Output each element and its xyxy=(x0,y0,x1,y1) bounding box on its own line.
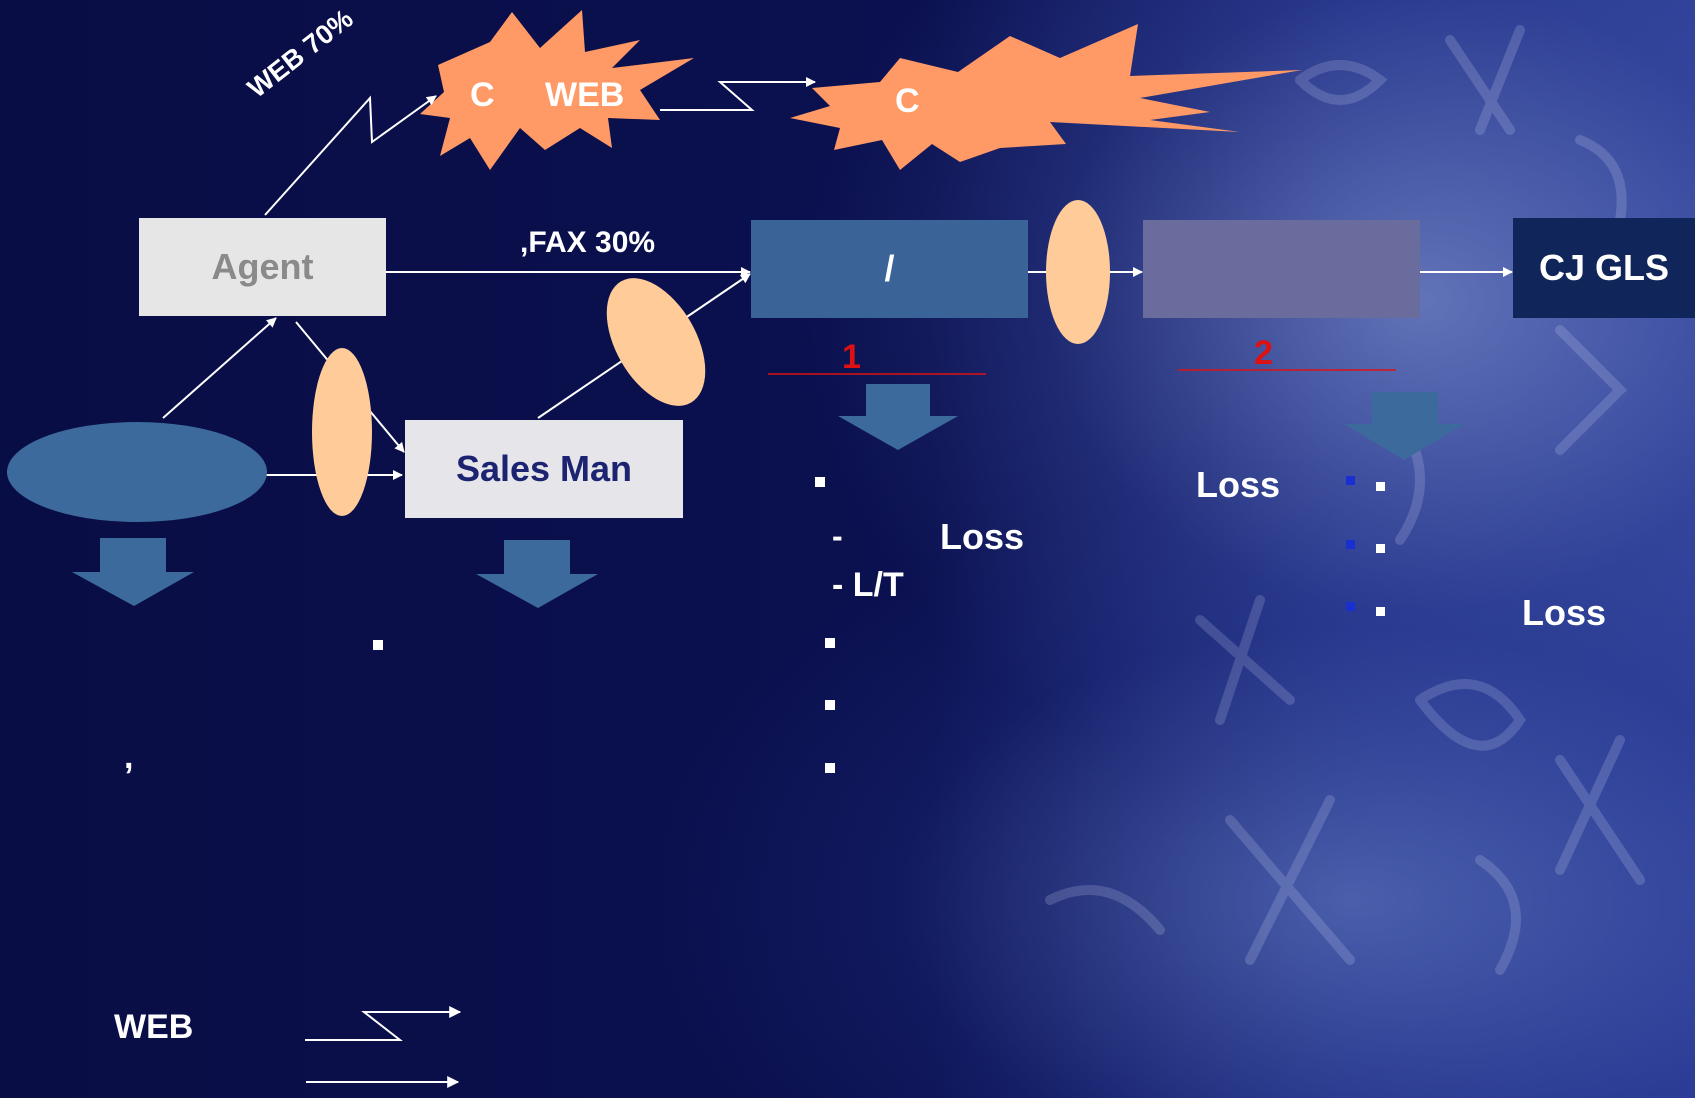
process-1-node: / xyxy=(751,220,1028,318)
sales-man-node: Sales Man xyxy=(405,420,683,518)
col1-loss: Loss xyxy=(940,516,1025,557)
col2-loss-left: Loss xyxy=(1196,464,1281,505)
peach-ellipse-middle xyxy=(606,278,706,406)
legend-web-label: WEB xyxy=(114,1008,194,1046)
legend-zigzag-arrow xyxy=(305,1006,462,1041)
ellipse-to-agent-arrow xyxy=(162,317,277,419)
web-burst-web: WEB xyxy=(545,76,625,114)
col2-loss-right: Loss xyxy=(1522,592,1607,633)
left-comma: , xyxy=(124,738,134,776)
peach-ellipse-left xyxy=(312,348,372,516)
down-arrow-step-1 xyxy=(838,384,958,450)
peach-ellipse-right xyxy=(1046,200,1110,344)
col1-bullet-2 xyxy=(825,638,835,648)
background-texture xyxy=(1045,25,1645,975)
process-2-node xyxy=(1143,220,1420,318)
col2-bullet-3 xyxy=(1376,607,1385,616)
web-share-arrow xyxy=(264,95,437,216)
col2-marker-3 xyxy=(1346,602,1355,611)
col1-bullet-4 xyxy=(825,763,835,773)
step-1-number: 1 xyxy=(842,338,861,376)
col1-bullet-1 xyxy=(815,477,825,487)
col2-bullet-1 xyxy=(1376,482,1385,491)
cj-gls-node: CJ GLS xyxy=(1513,218,1695,318)
web-to-c-arrow xyxy=(660,77,816,111)
sales-note-bullet xyxy=(373,640,383,650)
step-2-number: 2 xyxy=(1254,334,1273,372)
fax-share-label: ,FAX 30% xyxy=(520,226,656,259)
col1-lt: - L/T xyxy=(832,566,904,604)
web-burst-c: C xyxy=(470,76,495,114)
right-burst-c: C xyxy=(895,82,920,120)
down-arrow-ellipse xyxy=(72,538,194,606)
col1-bullet-3 xyxy=(825,700,835,710)
col2-bullet-2 xyxy=(1376,544,1385,553)
col1-dash: - xyxy=(832,518,843,554)
col2-marker-1 xyxy=(1346,476,1355,485)
left-blue-ellipse xyxy=(7,422,267,522)
web-starburst xyxy=(420,10,694,170)
agent-node: Agent xyxy=(139,218,386,316)
down-arrow-sales xyxy=(476,540,598,608)
right-starburst xyxy=(790,24,1302,170)
col2-marker-2 xyxy=(1346,540,1355,549)
down-arrow-step-2 xyxy=(1344,392,1464,460)
